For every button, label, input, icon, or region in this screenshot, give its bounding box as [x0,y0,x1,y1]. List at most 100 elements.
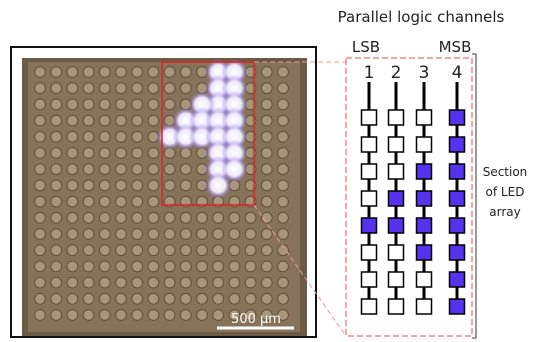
led-dot [131,66,144,78]
led-dot [163,309,176,321]
led-dot [66,163,79,176]
led-dot [163,244,176,257]
led-dot [147,292,160,305]
led-cell-off [387,163,405,180]
led-dot [82,276,95,289]
led-dot [98,179,111,192]
led-dot [66,260,79,273]
led-dot [66,98,79,111]
led-dot [277,244,289,257]
led-dot [115,244,127,257]
led-dot [34,130,46,143]
led-cell-off [415,271,433,288]
led-dot [98,260,111,273]
led-dot [98,195,111,208]
led-dot [179,244,192,257]
led-cell-on [360,217,378,234]
led-dot [115,292,127,305]
lsb-label: LSB [352,38,380,56]
led-dot [277,211,289,224]
led-dot [260,82,273,95]
led-dot [260,163,273,176]
led-dot [50,260,63,273]
led-cell-off [360,298,378,315]
led-dot [115,228,127,240]
led-dot [50,114,63,127]
led-dot [115,260,127,273]
led-dot [277,98,289,111]
led-dot [34,114,46,127]
led-dot [50,179,63,192]
led-dot [131,211,144,224]
led-dot [179,179,192,192]
led-dot [82,147,95,159]
led-cell-off [387,244,405,261]
led-dot [34,66,46,78]
led-dot [147,276,160,289]
led-dot [163,66,176,78]
led-dot [260,292,273,305]
led-dot [98,114,111,127]
led-cell-on [415,217,433,234]
led-dot [34,98,46,111]
led-dot [66,211,79,224]
led-dot [115,195,127,208]
led-dot [82,228,95,240]
led-dot [131,179,144,192]
led-dot [82,211,95,224]
led-dot [82,179,95,192]
side-note-line-1: Section [483,165,528,179]
led-dot [163,82,176,95]
led-dot [179,66,192,78]
led-dot [98,98,111,111]
lit-led [205,172,232,199]
led-dot [196,244,208,257]
led-dot [179,163,192,176]
led-dot [277,276,289,289]
led-cell-on [448,271,466,288]
led-dot [98,276,111,289]
led-dot [66,244,79,257]
led-dot [260,179,273,192]
led-cell-off [415,298,433,315]
led-dot [163,211,176,224]
led-cell-off [387,136,405,153]
led-cell-on [387,190,405,207]
led-dot [179,228,192,240]
led-dot [98,66,111,78]
led-dot [147,98,160,111]
led-dot [277,130,289,143]
led-dot [244,244,257,257]
led-dot [115,179,127,192]
led-dot [277,147,289,159]
led-dot [260,309,273,321]
led-dot [179,292,192,305]
led-dot [98,309,111,321]
led-dot [82,292,95,305]
led-dot [115,309,127,321]
led-cell-on [448,163,466,180]
led-dot [34,309,46,321]
led-dot [82,114,95,127]
led-cell-on [448,190,466,207]
led-dot [277,195,289,208]
led-dot [212,309,225,321]
led-dot [50,244,63,257]
led-cell-on [415,244,433,261]
led-dot [179,276,192,289]
led-dot [131,309,144,321]
led-dot [163,276,176,289]
led-dot [277,260,289,273]
led-dot [147,114,160,127]
led-dot [98,244,111,257]
led-dot [277,309,289,321]
led-dot [212,260,225,273]
led-dot [82,130,95,143]
led-dot [228,228,241,240]
led-dot [196,228,208,240]
led-dot [131,228,144,240]
led-cell-on [387,217,405,234]
led-cell-on [448,109,466,126]
led-dot [131,114,144,127]
led-cell-on [448,136,466,153]
